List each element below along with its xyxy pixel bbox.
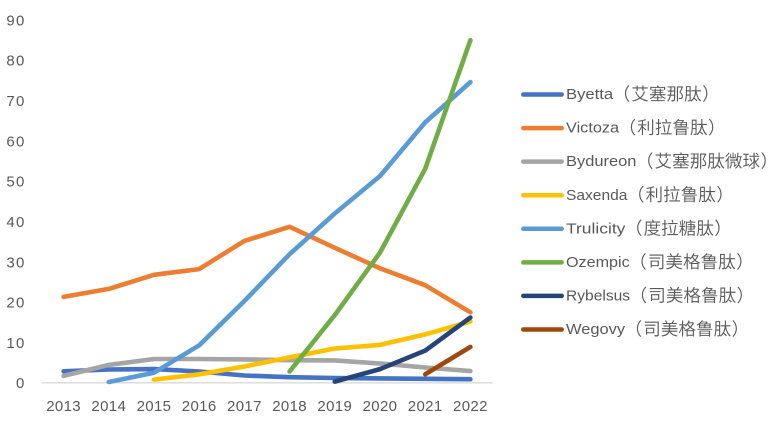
svg-text:2020: 2020 — [363, 398, 398, 415]
svg-text:40: 40 — [6, 214, 25, 231]
svg-text:50: 50 — [6, 174, 25, 191]
svg-text:Saxenda: Saxenda — [566, 187, 628, 204]
svg-text:80: 80 — [6, 53, 25, 70]
svg-text:Victoza: Victoza — [566, 120, 620, 137]
svg-text:Rybelsus: Rybelsus — [566, 288, 630, 305]
svg-text:2018: 2018 — [272, 398, 307, 415]
svg-text:2022: 2022 — [453, 398, 488, 415]
svg-text:Bydureon: Bydureon — [566, 153, 636, 170]
svg-text:2017: 2017 — [227, 398, 262, 415]
svg-text:70: 70 — [6, 93, 25, 110]
svg-text:2019: 2019 — [317, 398, 352, 415]
svg-text:0: 0 — [16, 375, 26, 392]
svg-text:Trulicity: Trulicity — [566, 220, 626, 237]
svg-text:2016: 2016 — [182, 398, 217, 415]
svg-text:2015: 2015 — [137, 398, 172, 415]
svg-text:2013: 2013 — [46, 398, 81, 415]
svg-text:2021: 2021 — [408, 398, 443, 415]
svg-text:10: 10 — [6, 335, 25, 352]
svg-text:Byetta: Byetta — [566, 86, 614, 103]
svg-text:2014: 2014 — [91, 398, 126, 415]
svg-text:60: 60 — [6, 133, 25, 150]
svg-text:90: 90 — [6, 12, 25, 29]
svg-text:20: 20 — [6, 295, 25, 312]
svg-text:30: 30 — [6, 254, 25, 271]
svg-text:Ozempic: Ozempic — [566, 254, 630, 271]
svg-text:Wegovy: Wegovy — [566, 321, 626, 338]
